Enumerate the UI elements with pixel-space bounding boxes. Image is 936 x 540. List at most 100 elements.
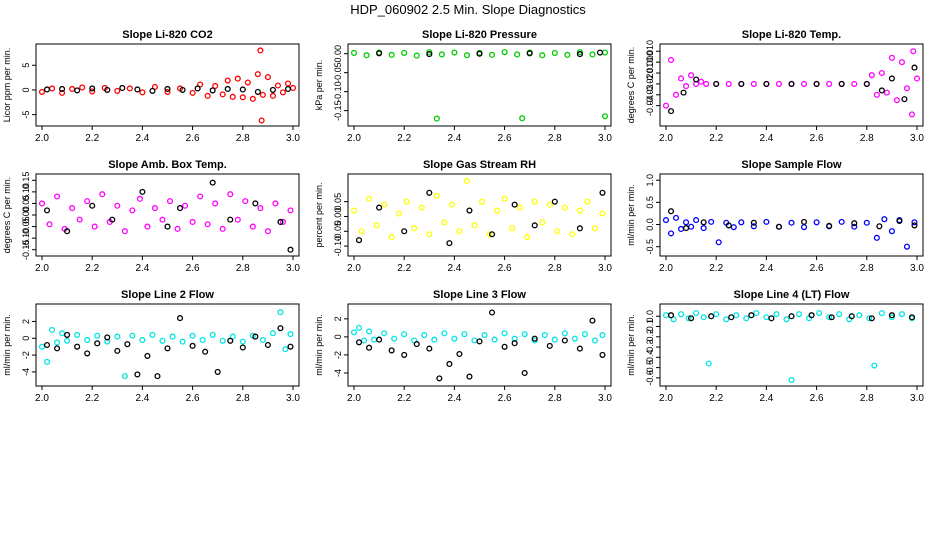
data-point-cyan [551,336,558,343]
data-point-black [878,87,885,94]
y-tick-label: 0.0 [645,310,655,323]
data-point-yellow [569,231,576,238]
data-point-green [589,51,596,58]
x-tick-label: 2.8 [548,263,562,274]
data-point-black [599,189,606,196]
data-point-magenta [888,54,895,61]
data-point-black [239,86,246,93]
data-point-cyan [391,335,398,342]
data-point-magenta [279,218,287,225]
chart-title-6: Slope Sample Flow [741,159,842,171]
data-point-black [763,80,770,87]
x-tick-label: 2.0 [659,263,673,274]
y-tick-label: -0.6 [645,370,655,386]
x-tick-label: 2.8 [236,263,250,274]
x-tick-label: 2.4 [759,133,773,144]
plot-frame-4 [35,173,300,257]
x-tick-label: 3.0 [910,263,924,274]
data-point-cyan [871,362,878,369]
data-point-magenta [264,228,271,235]
data-point-black [680,89,687,96]
data-point-black [264,341,271,349]
chart-title-4: Slope Amb. Box Temp. [108,159,227,171]
data-point-yellow [599,210,606,217]
data-point-black [738,80,745,87]
data-point-yellow [396,210,403,217]
data-point-red [244,79,251,86]
data-point-green [501,49,508,56]
data-point-black [838,80,845,87]
data-point-green [350,49,358,56]
x-tick-label: 3.0 [286,263,300,274]
data-point-cyan [816,310,823,317]
x-tick-label: 2.8 [548,393,562,404]
data-point-black [194,85,201,92]
data-point-magenta [46,221,53,228]
data-point-black [521,369,528,377]
data-point-magenta [683,83,690,90]
data-point-red [284,80,292,87]
data-point-cyan [561,330,568,337]
x-tick-label: 2.2 [709,393,723,404]
x-tick-label: 2.2 [85,263,99,274]
data-point-blue [788,219,795,226]
data-point-magenta [174,225,181,232]
data-point-yellow [524,234,531,241]
data-point-cyan [121,373,128,380]
data-point-black [388,347,395,354]
y-tick-label: -0.01 [645,63,655,84]
y-tick-label: -0.4 [645,350,655,366]
data-point-magenta [219,225,226,232]
data-point-cyan [229,333,236,340]
plot-frame-2 [347,43,612,127]
data-point-green [363,52,370,59]
data-point-magenta [197,193,204,200]
data-point-cyan [836,311,843,318]
y-tick-label: -0.1 [645,319,655,335]
data-point-red [38,88,46,95]
data-point-cyan [94,332,101,339]
data-point-yellow [478,198,486,205]
data-point-magenta [898,59,905,66]
data-point-red [279,89,287,96]
data-point-black [43,86,51,93]
data-point-black [876,223,883,230]
data-point-black [596,49,604,56]
data-point-black [788,313,795,320]
data-point-black [488,231,496,238]
data-point-red [258,117,265,124]
data-point-black [713,80,720,87]
data-point-green [551,49,558,56]
chart-title-9: Slope Line 4 (LT) Flow [734,289,850,301]
data-point-red [249,95,256,102]
data-point-magenta [144,223,151,230]
x-tick-label: 2.2 [85,393,99,404]
page-title: HDP_060902 2.5 Min. Slope Diagnostics [350,2,586,17]
data-point-yellow [433,192,440,199]
x-tick-label: 2.6 [498,393,512,404]
y-tick-label: -0.10 [333,81,343,102]
y-axis-label: ml/min per min. [314,314,324,376]
data-point-red [254,71,261,78]
data-point-magenta [750,80,757,87]
y-tick-label: -0.03 [645,85,655,106]
data-point-yellow [463,177,471,185]
data-point-red [239,94,246,101]
data-point-blue [738,219,745,226]
data-point-cyan [898,311,905,318]
y-tick-label: 0 [21,87,31,92]
x-tick-label: 2.2 [397,133,411,144]
data-point-yellow [494,207,501,214]
chart-title-7: Slope Line 2 Flow [121,289,214,301]
data-point-black [546,342,553,349]
plot-frame-6 [659,173,924,257]
data-point-magenta [54,193,61,200]
data-point-green [401,49,408,56]
data-point-cyan [149,331,156,338]
data-point-cyan [84,336,91,344]
data-point-black [813,80,820,87]
plot-frame-5 [347,173,612,257]
y-tick-label: -0.05 [333,221,343,242]
y-tick-label: 0.10 [21,183,31,201]
data-point-black [908,314,916,321]
